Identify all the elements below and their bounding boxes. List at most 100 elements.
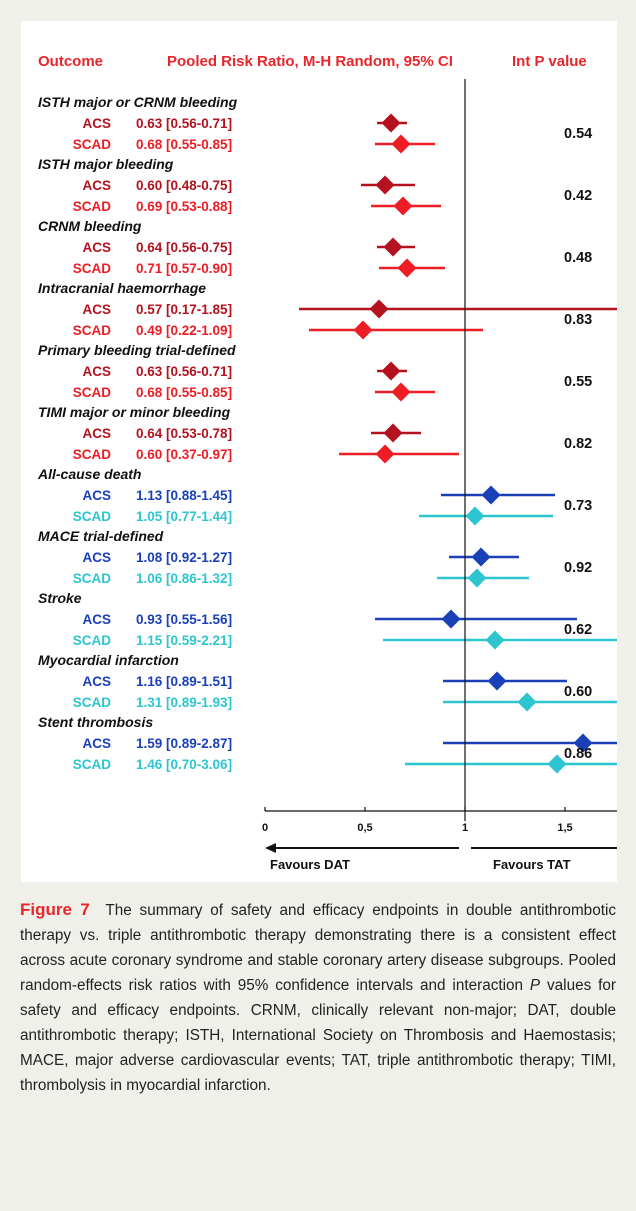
point-estimate-mace-trial-defined-scad xyxy=(467,568,487,588)
group-label-crnm-bleeding-scad: SCAD xyxy=(73,261,112,276)
p-value-isth-major-or-crnm-bleeding: 0.54 xyxy=(564,126,592,142)
point-estimate-intracranial-haemorrhage-acs xyxy=(369,299,389,319)
group-label-intracranial-haemorrhage-acs: ACS xyxy=(82,302,111,317)
group-label-all-cause-death-scad: SCAD xyxy=(73,509,112,524)
favours-left-label: Favours DAT xyxy=(270,857,350,872)
forest-plot: Outcome Pooled Risk Ratio, M-H Random, 9… xyxy=(37,53,617,872)
figure-label: Figure 7 xyxy=(20,900,90,919)
outcome-label-mace-trial-defined: MACE trial-defined xyxy=(38,528,164,544)
group-label-isth-major-or-crnm-bleeding-scad: SCAD xyxy=(73,137,112,152)
p-value-intracranial-haemorrhage: 0.83 xyxy=(564,312,592,328)
forest-plot-panel: Outcome Pooled Risk Ratio, M-H Random, 9… xyxy=(21,21,617,882)
ci-text-isth-major-bleeding-acs: 0.60 [0.48-0.75] xyxy=(136,178,232,193)
ci-text-isth-major-or-crnm-bleeding-acs: 0.63 [0.56-0.71] xyxy=(136,116,232,131)
p-value-crnm-bleeding: 0.48 xyxy=(564,250,592,266)
ci-text-primary-bleeding-trial-defined-acs: 0.63 [0.56-0.71] xyxy=(136,364,232,379)
point-estimate-myocardial-infarction-acs xyxy=(487,671,507,691)
point-estimate-primary-bleeding-trial-defined-scad xyxy=(391,382,411,402)
group-label-intracranial-haemorrhage-scad: SCAD xyxy=(73,323,112,338)
ci-text-all-cause-death-scad: 1.05 [0.77-1.44] xyxy=(136,509,232,524)
ci-text-intracranial-haemorrhage-acs: 0.57 [0.17-1.85] xyxy=(136,302,232,317)
point-estimate-stent-thrombosis-acs xyxy=(573,733,593,753)
group-label-stent-thrombosis-acs: ACS xyxy=(82,736,111,751)
group-label-isth-major-or-crnm-bleeding-acs: ACS xyxy=(82,116,111,131)
group-label-mace-trial-defined-acs: ACS xyxy=(82,550,111,565)
outcome-label-timi-major-or-minor-bleeding: TIMI major or minor bleeding xyxy=(38,404,231,420)
header-outcome: Outcome xyxy=(38,53,103,70)
point-estimate-all-cause-death-acs xyxy=(481,485,501,505)
x-tick-label: 1 xyxy=(462,822,468,834)
ci-text-primary-bleeding-trial-defined-scad: 0.68 [0.55-0.85] xyxy=(136,385,232,400)
ci-text-crnm-bleeding-scad: 0.71 [0.57-0.90] xyxy=(136,261,232,276)
ci-text-timi-major-or-minor-bleeding-acs: 0.64 [0.53-0.78] xyxy=(136,426,232,441)
point-estimate-timi-major-or-minor-bleeding-scad xyxy=(375,444,395,464)
caption-p-symbol: P xyxy=(529,977,541,994)
x-tick-label: 0 xyxy=(262,822,268,834)
group-label-primary-bleeding-trial-defined-scad: SCAD xyxy=(73,385,112,400)
point-estimate-myocardial-infarction-scad xyxy=(517,692,537,712)
point-estimate-primary-bleeding-trial-defined-acs xyxy=(381,361,401,381)
group-label-timi-major-or-minor-bleeding-acs: ACS xyxy=(82,426,111,441)
group-label-stent-thrombosis-scad: SCAD xyxy=(73,757,112,772)
point-estimate-timi-major-or-minor-bleeding-acs xyxy=(383,423,403,443)
group-label-myocardial-infarction-scad: SCAD xyxy=(73,695,112,710)
x-tick-label: 1,5 xyxy=(557,822,572,834)
group-label-mace-trial-defined-scad: SCAD xyxy=(73,571,112,586)
p-value-stroke: 0.62 xyxy=(564,622,592,638)
outcome-label-intracranial-haemorrhage: Intracranial haemorrhage xyxy=(38,280,206,296)
header-pvalue: Int P value xyxy=(512,53,587,70)
ci-text-mace-trial-defined-acs: 1.08 [0.92-1.27] xyxy=(136,550,232,565)
ci-text-myocardial-infarction-acs: 1.16 [0.89-1.51] xyxy=(136,674,232,689)
p-value-primary-bleeding-trial-defined: 0.55 xyxy=(564,374,592,390)
point-estimate-intracranial-haemorrhage-scad xyxy=(353,320,373,340)
figure-caption: Figure 7 The summary of safety and effic… xyxy=(20,897,616,1098)
ci-text-stroke-acs: 0.93 [0.55-1.56] xyxy=(136,612,232,627)
point-estimate-stent-thrombosis-scad xyxy=(547,754,567,774)
group-label-stroke-scad: SCAD xyxy=(73,633,112,648)
ci-text-stroke-scad: 1.15 [0.59-2.21] xyxy=(136,633,232,648)
point-estimate-mace-trial-defined-acs xyxy=(471,547,491,567)
point-estimate-isth-major-bleeding-acs xyxy=(375,175,395,195)
outcome-label-stent-thrombosis: Stent thrombosis xyxy=(38,714,153,730)
outcome-label-myocardial-infarction: Myocardial infarction xyxy=(38,652,179,668)
p-value-isth-major-bleeding: 0.42 xyxy=(564,188,592,204)
p-value-all-cause-death: 0.73 xyxy=(564,498,592,514)
ci-text-isth-major-or-crnm-bleeding-scad: 0.68 [0.55-0.85] xyxy=(136,137,232,152)
point-estimate-stroke-acs xyxy=(441,609,461,629)
point-estimate-all-cause-death-scad xyxy=(465,506,485,526)
group-label-crnm-bleeding-acs: ACS xyxy=(82,240,111,255)
point-estimate-isth-major-or-crnm-bleeding-scad xyxy=(391,134,411,154)
p-value-timi-major-or-minor-bleeding: 0.82 xyxy=(564,436,592,452)
ci-text-timi-major-or-minor-bleeding-scad: 0.60 [0.37-0.97] xyxy=(136,447,232,462)
favours-left-arrowhead xyxy=(265,843,276,853)
ci-text-mace-trial-defined-scad: 1.06 [0.86-1.32] xyxy=(136,571,232,586)
point-estimate-isth-major-bleeding-scad xyxy=(393,196,413,216)
group-label-myocardial-infarction-acs: ACS xyxy=(82,674,111,689)
point-estimate-crnm-bleeding-scad xyxy=(397,258,417,278)
group-label-isth-major-bleeding-acs: ACS xyxy=(82,178,111,193)
outcome-label-crnm-bleeding: CRNM bleeding xyxy=(38,218,142,234)
outcome-label-isth-major-bleeding: ISTH major bleeding xyxy=(38,156,174,172)
p-value-mace-trial-defined: 0.92 xyxy=(564,560,592,576)
ci-text-stent-thrombosis-acs: 1.59 [0.89-2.87] xyxy=(136,736,232,751)
group-label-primary-bleeding-trial-defined-acs: ACS xyxy=(82,364,111,379)
ci-text-myocardial-infarction-scad: 1.31 [0.89-1.93] xyxy=(136,695,232,710)
ci-text-intracranial-haemorrhage-scad: 0.49 [0.22-1.09] xyxy=(136,323,232,338)
x-tick-label: 0,5 xyxy=(357,822,372,834)
caption-text-part2: values for safety and efficacy endpoints… xyxy=(20,977,617,1094)
favours-right-label: Favours TAT xyxy=(493,857,571,872)
rows-layer: ISTH major or CRNM bleeding ACS 0.63 [0.56… xyxy=(37,94,617,774)
outcome-label-primary-bleeding-trial-defined: Primary bleeding trial-defined xyxy=(38,342,236,358)
group-label-stroke-acs: ACS xyxy=(82,612,111,627)
ci-text-stent-thrombosis-scad: 1.46 [0.70-3.06] xyxy=(136,757,232,772)
ci-text-isth-major-bleeding-scad: 0.69 [0.53-0.88] xyxy=(136,199,232,214)
group-label-isth-major-bleeding-scad: SCAD xyxy=(73,199,112,214)
header-ratio: Pooled Risk Ratio, M-H Random, 95% CI xyxy=(167,53,453,70)
point-estimate-crnm-bleeding-acs xyxy=(383,237,403,257)
group-label-timi-major-or-minor-bleeding-scad: SCAD xyxy=(73,447,112,462)
outcome-label-isth-major-or-crnm-bleeding: ISTH major or CRNM bleeding xyxy=(38,94,238,110)
outcome-label-stroke: Stroke xyxy=(38,590,82,606)
p-value-myocardial-infarction: 0.60 xyxy=(564,684,592,700)
